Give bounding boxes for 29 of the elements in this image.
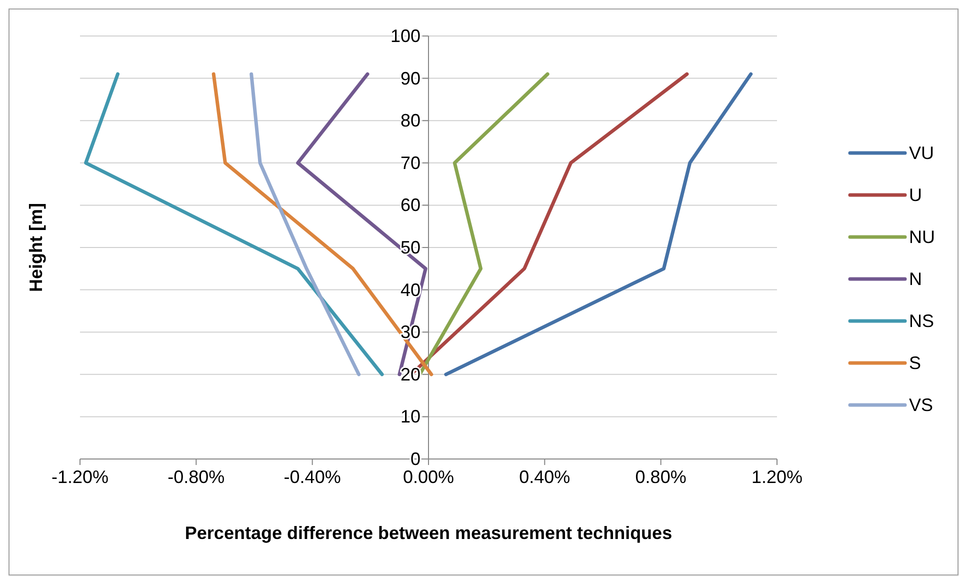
legend-label: U [909,185,922,205]
y-tick-label: 60 [400,195,420,216]
y-tick-label: 20 [400,364,420,384]
legend-label: NU [909,227,935,247]
line-series [250,72,361,376]
x-tick-label: -0.80% [168,467,225,487]
y-tick-label: 80 [400,110,420,131]
y-tick-label: 90 [400,68,420,88]
y-tick-label: 10 [400,406,420,427]
x-tick-label: 0.00% [402,467,454,487]
x-axis-title: Percentage difference between measurement techniques [184,523,672,543]
legend-label: VS [909,395,934,415]
y-axis-title: Height [m] [26,203,46,292]
line-series [444,72,753,376]
line-series [418,72,550,376]
y-tick-label: 0 [410,449,420,469]
x-tick-label: 0.40% [519,467,570,487]
line-series [84,72,384,376]
y-tick-label: 70 [400,152,420,173]
x-tick-label: 0.80% [635,467,686,487]
x-tick-label: -0.40% [284,467,341,487]
x-tick-label: -1.20% [51,467,109,487]
legend-label: S [909,353,922,373]
y-tick-label: 100 [390,26,420,46]
legend-label: VU [909,143,934,163]
legend-label: N [909,269,922,289]
x-tick-label: 1.20% [751,467,803,487]
y-tick-label: 50 [400,238,420,258]
legend-label: NS [909,311,934,331]
